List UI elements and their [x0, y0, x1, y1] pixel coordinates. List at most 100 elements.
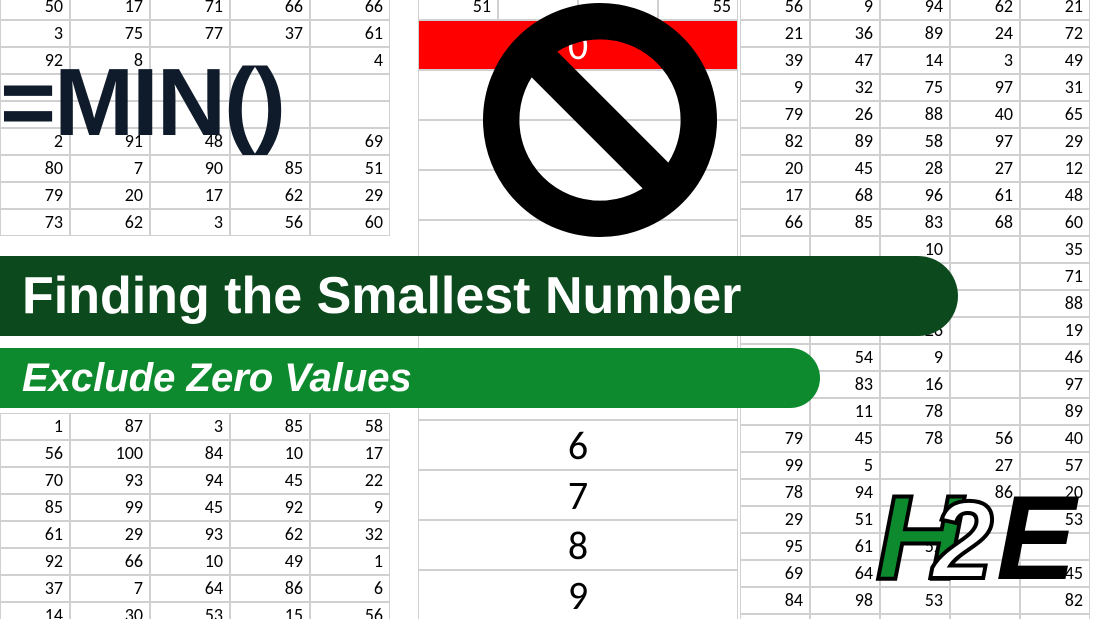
cell: 9: [310, 494, 390, 521]
cell: 5: [810, 452, 880, 479]
cell: 75: [880, 74, 950, 101]
cell: 79: [0, 182, 70, 209]
cell: 88: [880, 101, 950, 128]
cell: 90: [150, 155, 230, 182]
cell: 93: [70, 467, 150, 494]
cell: 3: [150, 209, 230, 236]
cell: 96: [880, 182, 950, 209]
cell: 69: [310, 128, 390, 155]
cell: 28: [880, 155, 950, 182]
title-banner: Finding the Smallest Number: [0, 256, 958, 336]
cell: 45: [150, 494, 230, 521]
cell: [950, 263, 1020, 290]
cell: 21: [740, 20, 810, 47]
cell: [310, 74, 390, 101]
cell: 19: [1020, 317, 1090, 344]
cell: 71: [150, 0, 230, 20]
cell: 21: [1020, 0, 1090, 20]
formula-overlay: =MIN(): [0, 48, 284, 158]
cell: 64: [150, 575, 230, 602]
cell: 29: [740, 506, 810, 533]
cell: 49: [230, 548, 310, 575]
cell: 85: [230, 413, 310, 440]
cell: 98: [740, 614, 810, 619]
cell: 3: [150, 413, 230, 440]
cell: 45: [230, 467, 310, 494]
cell: [950, 398, 1020, 425]
cell: 87: [70, 413, 150, 440]
subtitle-banner: Exclude Zero Values: [0, 348, 820, 408]
cell: 66: [740, 209, 810, 236]
cell: 56: [310, 602, 390, 619]
cell: 12: [1020, 155, 1090, 182]
cell: 37: [0, 575, 70, 602]
cell: 3: [0, 20, 70, 47]
mid-row: 8: [418, 520, 738, 570]
cell: 47: [810, 47, 880, 74]
cell: 37: [230, 20, 310, 47]
cell: 58: [310, 413, 390, 440]
cell: 72: [1020, 20, 1090, 47]
cell: 46: [1020, 344, 1090, 371]
cell: 89: [1020, 398, 1090, 425]
cell: 17: [310, 440, 390, 467]
cell: 27: [950, 155, 1020, 182]
mid-row: 9: [418, 570, 738, 619]
cell: 94: [880, 0, 950, 20]
logo-2: 2: [932, 477, 993, 604]
cell: 58: [880, 128, 950, 155]
cell: 61: [950, 182, 1020, 209]
cell: 10: [150, 548, 230, 575]
cell: 14: [880, 47, 950, 74]
cell: 4: [310, 47, 390, 74]
cell: 100: [70, 440, 150, 467]
cell: 14: [0, 602, 70, 619]
cell: 97: [950, 128, 1020, 155]
cell: 69: [1020, 614, 1090, 619]
cell: 48: [1020, 182, 1090, 209]
cell: 94: [150, 467, 230, 494]
cell: 15: [230, 602, 310, 619]
logo-e: E: [996, 469, 1076, 607]
cell: 62: [70, 209, 150, 236]
cell: 50: [0, 0, 70, 20]
cell: 97: [1020, 371, 1090, 398]
cell: 80: [0, 155, 70, 182]
cell: 9: [740, 74, 810, 101]
cell: 68: [810, 182, 880, 209]
cell: 56: [950, 425, 1020, 452]
cell: [950, 236, 1020, 263]
cell: 40: [1020, 425, 1090, 452]
cell: 53: [150, 602, 230, 619]
cell: 66: [230, 0, 310, 20]
cell: 10: [880, 614, 950, 619]
cell: 32: [810, 74, 880, 101]
cell: 69: [740, 560, 810, 587]
cell: 60: [1020, 209, 1090, 236]
cell: 61: [810, 533, 880, 560]
cell: 78: [880, 398, 950, 425]
cell: 45: [810, 155, 880, 182]
cell: 17: [70, 0, 150, 20]
cell: 1: [0, 413, 70, 440]
cell: 6: [310, 575, 390, 602]
cell: 77: [150, 20, 230, 47]
cell: 29: [310, 182, 390, 209]
cell: 82: [740, 128, 810, 155]
cell: 68: [950, 209, 1020, 236]
cell: 36: [810, 20, 880, 47]
cell: 10: [230, 440, 310, 467]
cell: 89: [810, 128, 880, 155]
cell: 61: [0, 521, 70, 548]
cell: 61: [310, 20, 390, 47]
cell: [950, 290, 1020, 317]
cell: 84: [740, 587, 810, 614]
cell: 73: [0, 209, 70, 236]
cell: 86: [230, 575, 310, 602]
cell: 97: [950, 74, 1020, 101]
cell: 19: [810, 614, 880, 619]
cell: 99: [740, 452, 810, 479]
cell: 93: [150, 521, 230, 548]
cell: 17: [740, 182, 810, 209]
cell: 51: [810, 506, 880, 533]
